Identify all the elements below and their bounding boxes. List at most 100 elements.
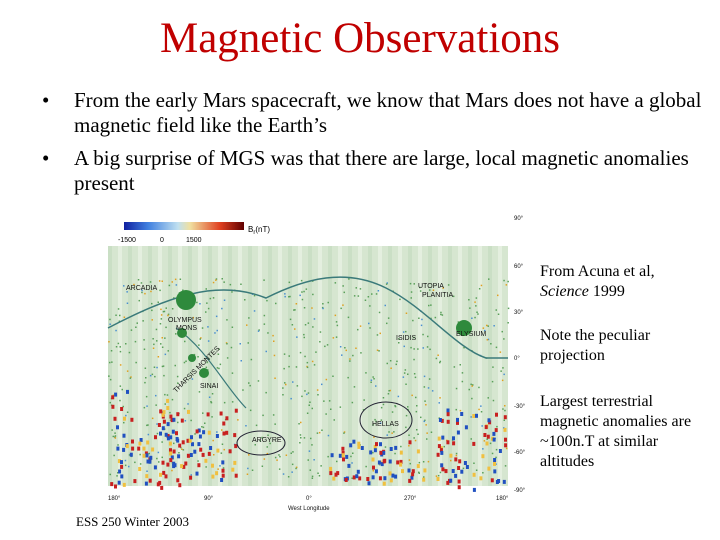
field-sample [374, 418, 376, 421]
feature-label: ARGYRE [252, 437, 282, 444]
orbit-track [368, 246, 372, 486]
field-sample [212, 281, 215, 284]
anomaly-sample [161, 412, 165, 417]
field-sample [459, 364, 461, 366]
anomaly-sample [416, 464, 420, 469]
field-sample [221, 307, 223, 310]
anomaly-sample [422, 477, 426, 482]
field-sample [265, 350, 267, 353]
anomaly-sample [117, 480, 121, 485]
field-sample [439, 360, 442, 363]
field-sample [321, 306, 324, 309]
anomaly-sample [197, 463, 201, 468]
field-sample [185, 360, 187, 362]
anomaly-sample [168, 441, 172, 446]
field-sample [311, 360, 314, 363]
field-sample [114, 436, 116, 438]
field-sample [190, 419, 192, 422]
field-sample [480, 411, 483, 413]
anomaly-sample [193, 449, 197, 454]
field-sample [388, 390, 390, 392]
field-sample [316, 432, 319, 434]
field-sample [182, 449, 185, 451]
field-sample [326, 344, 329, 346]
field-sample [503, 373, 505, 376]
field-sample [149, 281, 152, 283]
anomaly-sample [492, 437, 496, 442]
field-sample [410, 291, 413, 293]
field-sample [495, 346, 498, 349]
anomaly-sample [336, 471, 340, 476]
field-sample [372, 376, 374, 378]
lat-label: 90° [514, 216, 524, 222]
anomaly-sample [207, 451, 211, 456]
field-sample [199, 303, 201, 305]
anomaly-sample [175, 431, 178, 436]
anomaly-sample [357, 441, 361, 446]
anomaly-sample [436, 477, 440, 481]
field-sample [350, 455, 352, 458]
elysium-marker [456, 320, 472, 336]
field-sample [425, 424, 427, 426]
field-sample [507, 322, 509, 324]
field-sample [378, 311, 381, 314]
field-sample [291, 324, 294, 326]
field-sample [380, 406, 383, 409]
field-sample [171, 281, 173, 283]
anomaly-sample [472, 487, 476, 492]
field-sample [372, 470, 374, 472]
field-sample [428, 304, 430, 307]
field-sample [349, 360, 351, 362]
field-sample [202, 426, 205, 429]
anomaly-sample [202, 430, 206, 435]
field-sample [119, 350, 122, 353]
field-sample [283, 353, 286, 355]
anomaly-sample [377, 460, 381, 465]
anomaly-sample [180, 464, 184, 469]
field-sample [501, 379, 504, 382]
anomaly-sample [176, 412, 180, 417]
field-sample [126, 370, 129, 372]
field-sample [222, 467, 225, 469]
field-sample [327, 434, 330, 437]
anomaly-sample [178, 443, 182, 448]
field-sample [299, 442, 301, 444]
field-sample [198, 391, 201, 393]
field-sample [363, 399, 365, 401]
field-sample [413, 283, 415, 285]
orbit-track [358, 246, 362, 486]
field-sample [394, 405, 396, 407]
anomaly-sample [504, 443, 508, 448]
field-sample [478, 288, 481, 290]
field-sample [335, 321, 338, 323]
feature-label: ARCADIA [126, 285, 157, 292]
field-sample [394, 405, 397, 408]
anomaly-sample [329, 466, 333, 471]
anomaly-sample [162, 470, 166, 475]
field-sample [303, 290, 305, 293]
field-sample [158, 461, 160, 463]
field-sample [269, 442, 271, 445]
field-sample [308, 404, 310, 406]
field-sample [351, 477, 353, 479]
field-sample [122, 405, 124, 408]
field-sample [179, 278, 182, 280]
field-sample [175, 333, 177, 335]
orbit-track [218, 246, 222, 486]
field-sample [502, 367, 504, 369]
feature-label: MONS [176, 325, 197, 332]
field-sample [199, 338, 201, 340]
field-sample [386, 322, 388, 325]
field-sample [119, 399, 121, 402]
orbit-track [298, 246, 302, 486]
field-sample [375, 385, 377, 387]
anomaly-sample [169, 451, 173, 456]
field-sample [334, 282, 337, 284]
field-sample [504, 465, 507, 467]
field-sample [163, 310, 166, 313]
anomaly-sample [157, 423, 161, 427]
orbit-track [238, 246, 242, 486]
field-sample [311, 407, 313, 410]
field-sample [412, 319, 414, 322]
field-sample [192, 316, 194, 319]
